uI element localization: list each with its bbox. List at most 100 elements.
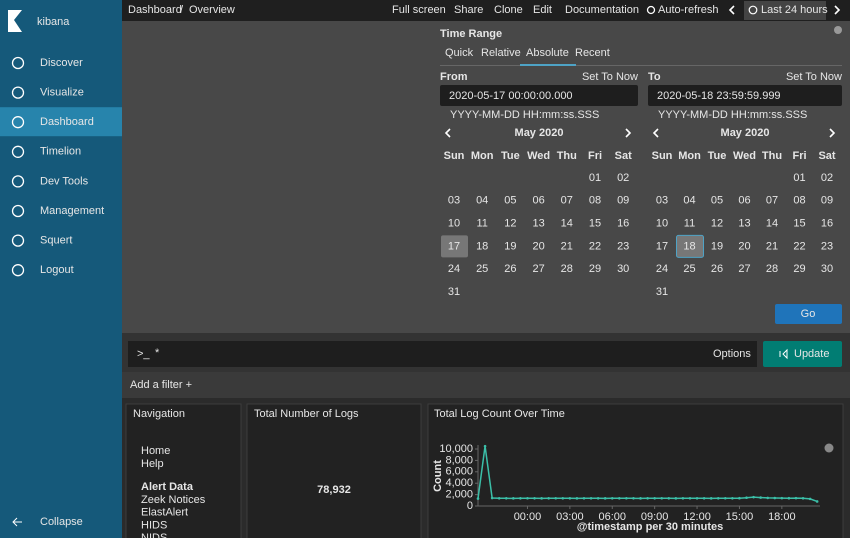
- cal-day[interactable]: 20: [532, 240, 544, 252]
- point[interactable]: [497, 497, 501, 500]
- point[interactable]: [724, 496, 727, 500]
- point[interactable]: [490, 496, 494, 500]
- cal-next[interactable]: [625, 128, 632, 138]
- point[interactable]: [639, 497, 642, 500]
- point[interactable]: [618, 497, 621, 500]
- menu-item[interactable]: Auto-refresh: [658, 4, 719, 16]
- point[interactable]: [794, 496, 798, 500]
- breadcrumb[interactable]: Dashboard: [128, 4, 182, 16]
- point[interactable]: [519, 497, 522, 500]
- cal-day[interactable]: 12: [711, 218, 723, 230]
- cal-day[interactable]: 24: [448, 263, 460, 275]
- point[interactable]: [801, 497, 805, 500]
- point[interactable]: [759, 496, 762, 499]
- cal-day[interactable]: 23: [617, 240, 629, 252]
- cal-day[interactable]: 27: [532, 263, 544, 275]
- cal-day[interactable]: 05: [504, 195, 516, 207]
- point[interactable]: [483, 444, 487, 448]
- sidebar-item[interactable]: Dashboard: [40, 116, 94, 128]
- cal-day[interactable]: 30: [617, 263, 629, 275]
- point[interactable]: [745, 496, 748, 500]
- point[interactable]: [582, 497, 586, 500]
- cal-day[interactable]: 06: [532, 195, 544, 207]
- cal-day[interactable]: 03: [656, 195, 668, 207]
- cal-day[interactable]: 17: [448, 240, 460, 252]
- nav-link[interactable]: HIDS: [141, 519, 167, 531]
- cal-day[interactable]: 29: [793, 263, 805, 275]
- cal-day[interactable]: 26: [504, 263, 516, 275]
- cal-day[interactable]: 05: [711, 195, 723, 207]
- cal-day[interactable]: 18: [683, 240, 695, 252]
- point[interactable]: [476, 497, 480, 500]
- cal-day[interactable]: 26: [711, 263, 723, 275]
- nav-link[interactable]: ElastAlert: [141, 507, 188, 519]
- point[interactable]: [653, 497, 656, 500]
- cal-day[interactable]: 25: [476, 263, 488, 275]
- cal-day[interactable]: 13: [738, 218, 750, 230]
- cal-day[interactable]: 28: [766, 263, 778, 275]
- point[interactable]: [787, 496, 791, 500]
- cal-day[interactable]: 04: [683, 195, 695, 207]
- cal-day[interactable]: 09: [821, 195, 833, 207]
- cal-day[interactable]: 15: [793, 218, 805, 230]
- menu-item[interactable]: Edit: [533, 4, 552, 16]
- point[interactable]: [681, 497, 685, 500]
- point[interactable]: [688, 496, 692, 500]
- cal-day[interactable]: 22: [589, 240, 601, 252]
- point[interactable]: [674, 497, 678, 500]
- cal-day[interactable]: 20: [738, 240, 750, 252]
- point[interactable]: [568, 497, 572, 500]
- nav-link[interactable]: Home: [141, 445, 170, 457]
- point[interactable]: [625, 496, 628, 500]
- point[interactable]: [660, 496, 664, 500]
- cal-day[interactable]: 12: [504, 218, 516, 230]
- point[interactable]: [533, 497, 536, 500]
- cal-day[interactable]: 06: [738, 195, 750, 207]
- from-input[interactable]: [440, 85, 638, 106]
- point[interactable]: [526, 496, 529, 500]
- cal-day[interactable]: 01: [589, 172, 601, 184]
- cal-day[interactable]: 01: [793, 172, 805, 184]
- cal-day[interactable]: 11: [476, 218, 487, 230]
- point[interactable]: [766, 496, 770, 500]
- cal-day[interactable]: 31: [448, 286, 460, 298]
- point[interactable]: [554, 496, 558, 500]
- options[interactable]: Options: [713, 348, 751, 360]
- cal-day[interactable]: 07: [766, 195, 778, 207]
- query-input[interactable]: [128, 341, 757, 367]
- point[interactable]: [731, 497, 734, 500]
- cal-day[interactable]: 18: [476, 240, 488, 252]
- sidebar-item[interactable]: Squert: [40, 235, 72, 247]
- cal-prev[interactable]: [652, 128, 659, 138]
- cal-day[interactable]: 19: [504, 240, 516, 252]
- point[interactable]: [702, 497, 706, 500]
- go-label[interactable]: Go: [801, 308, 816, 320]
- cal-day[interactable]: 08: [589, 195, 601, 207]
- time-button-bg[interactable]: [744, 1, 826, 20]
- cal-day[interactable]: 15: [589, 218, 601, 230]
- sidebar-item[interactable]: Management: [40, 205, 104, 217]
- cal-day[interactable]: 10: [656, 218, 668, 230]
- cal-day[interactable]: 21: [766, 240, 778, 252]
- point[interactable]: [646, 497, 649, 500]
- cal-day[interactable]: 14: [766, 218, 778, 230]
- tab[interactable]: Quick: [445, 47, 474, 59]
- add-filter[interactable]: Add a filter +: [130, 379, 192, 391]
- point[interactable]: [716, 497, 720, 500]
- menu-item[interactable]: Share: [454, 4, 483, 16]
- nav-link[interactable]: Help: [141, 458, 164, 470]
- update-button[interactable]: [763, 341, 842, 367]
- cal-day[interactable]: 07: [561, 195, 573, 207]
- update[interactable]: Update: [794, 348, 829, 360]
- point[interactable]: [780, 496, 784, 500]
- sidebar-item[interactable]: Timelion: [40, 146, 81, 158]
- cal-day[interactable]: 31: [656, 286, 668, 298]
- query-text[interactable]: *: [155, 347, 160, 359]
- cal-day[interactable]: 28: [561, 263, 573, 275]
- sidebar-item[interactable]: Visualize: [40, 87, 84, 99]
- nav-link[interactable]: NIDS: [141, 532, 167, 538]
- cal-day[interactable]: 14: [561, 218, 573, 230]
- point[interactable]: [610, 497, 614, 500]
- cal-day[interactable]: 03: [448, 195, 460, 207]
- to-input[interactable]: [648, 85, 842, 106]
